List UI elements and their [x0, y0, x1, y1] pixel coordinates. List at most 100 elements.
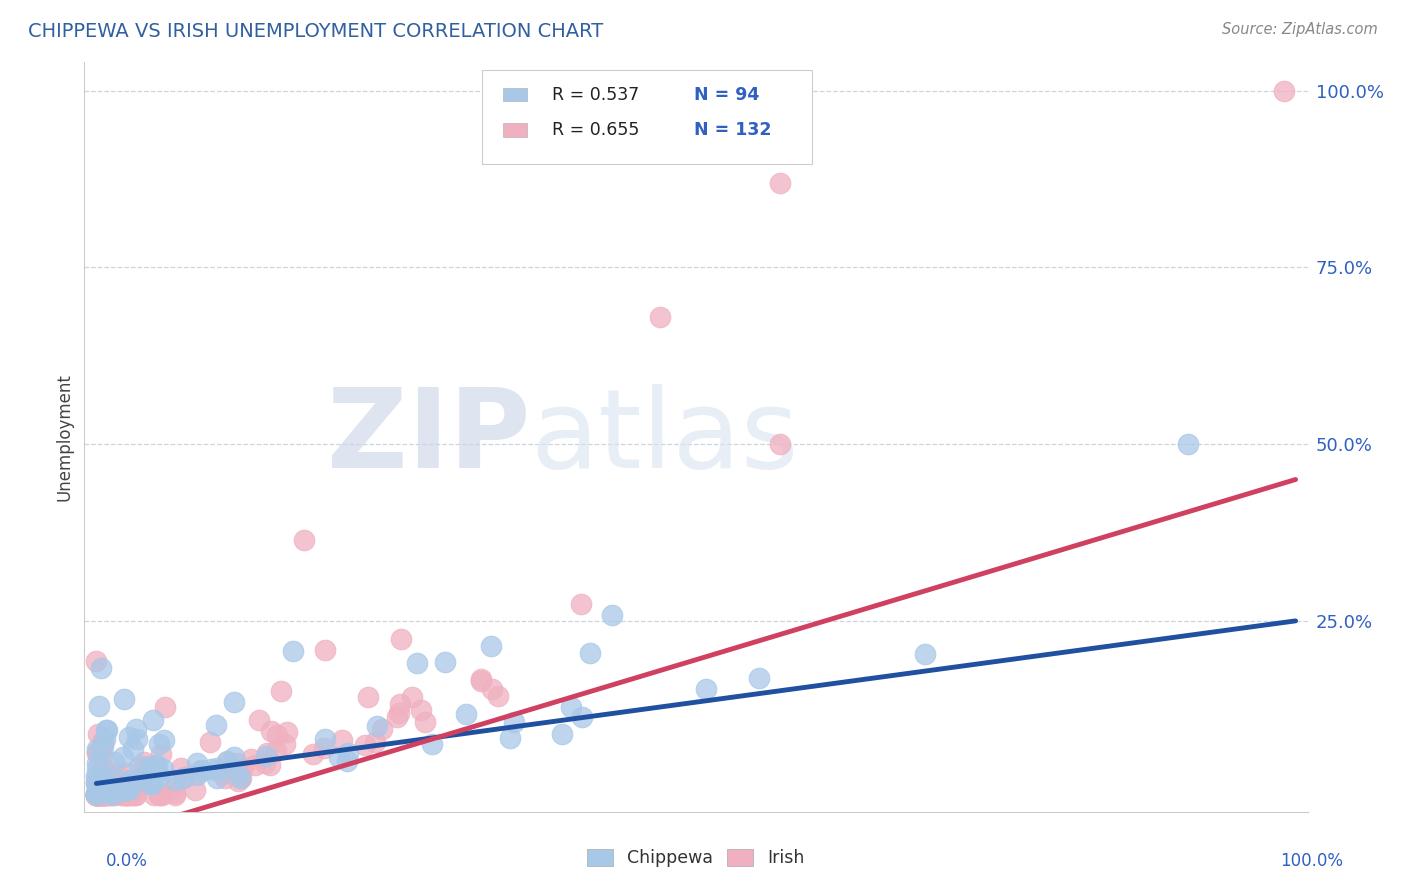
Point [214, 771, 236, 785]
Point [364, 735, 387, 749]
Point [100, 773, 122, 788]
Point [122, 742, 145, 756]
Point [276, 724, 298, 739]
Point [136, 760, 159, 774]
Point [231, 771, 253, 785]
Point [186, 768, 208, 782]
Point [499, 731, 522, 746]
Point [266, 728, 288, 742]
Point [411, 703, 433, 717]
Point [600, 608, 623, 623]
Text: Source: ZipAtlas.com: Source: ZipAtlas.com [1222, 22, 1378, 37]
Point [143, 789, 166, 803]
Point [371, 722, 394, 736]
Legend: Chippewa, Irish: Chippewa, Irish [581, 841, 811, 874]
Point [86, 789, 108, 803]
Point [86, 777, 108, 791]
Point [135, 767, 157, 781]
Point [105, 767, 128, 781]
Point [152, 762, 174, 776]
Point [87, 789, 110, 803]
Point [571, 710, 593, 724]
Point [190, 764, 212, 778]
Point [388, 697, 411, 711]
Point [914, 647, 936, 661]
Point [125, 789, 148, 803]
Point [231, 762, 253, 776]
Point [149, 789, 172, 803]
Point [769, 437, 792, 451]
Point [190, 764, 212, 778]
Point [118, 789, 141, 803]
Point [470, 672, 492, 686]
Point [153, 700, 176, 714]
Point [86, 789, 108, 803]
Point [170, 761, 193, 775]
Point [90, 789, 112, 803]
Point [87, 776, 110, 790]
Point [136, 771, 159, 785]
Point [115, 789, 138, 803]
Point [105, 772, 128, 787]
Point [86, 789, 108, 803]
Point [579, 646, 602, 660]
Point [486, 689, 509, 703]
Point [163, 786, 186, 800]
Point [86, 789, 108, 803]
Point [90, 661, 112, 675]
Y-axis label: Unemployment: Unemployment [55, 373, 73, 501]
Point [259, 757, 281, 772]
Point [96, 780, 118, 794]
Point [141, 776, 163, 790]
Point [1177, 437, 1199, 451]
Point [86, 654, 108, 668]
Point [695, 681, 717, 696]
Point [91, 789, 114, 803]
Point [470, 673, 492, 688]
Point [142, 713, 165, 727]
Point [110, 789, 132, 803]
Point [162, 780, 184, 795]
Point [90, 747, 112, 762]
Point [86, 771, 108, 785]
Point [115, 765, 138, 780]
Point [89, 789, 111, 803]
Point [97, 789, 120, 803]
Point [115, 789, 138, 803]
Point [103, 756, 125, 770]
Point [163, 789, 186, 803]
Point [413, 714, 436, 729]
Point [229, 771, 252, 785]
Text: 100.0%: 100.0% [1279, 852, 1343, 870]
FancyBboxPatch shape [503, 123, 527, 136]
Point [560, 700, 582, 714]
Point [96, 782, 118, 797]
Point [86, 745, 108, 759]
Point [132, 755, 155, 769]
Point [87, 789, 110, 803]
Point [94, 789, 117, 803]
Point [125, 722, 148, 736]
Point [111, 780, 134, 794]
Point [226, 766, 249, 780]
Point [422, 737, 444, 751]
Point [254, 756, 277, 770]
Point [86, 789, 108, 803]
Point [259, 724, 281, 739]
Point [328, 749, 350, 764]
Point [117, 789, 139, 803]
Point [200, 762, 222, 776]
Point [91, 785, 114, 799]
Point [163, 773, 186, 788]
Point [94, 723, 117, 737]
Point [89, 789, 111, 803]
Point [86, 787, 108, 801]
Point [124, 773, 146, 788]
Point [93, 763, 115, 777]
Point [94, 789, 117, 803]
Point [86, 756, 108, 771]
Point [87, 789, 110, 803]
Point [87, 789, 110, 803]
Point [357, 690, 380, 704]
Point [215, 754, 238, 768]
